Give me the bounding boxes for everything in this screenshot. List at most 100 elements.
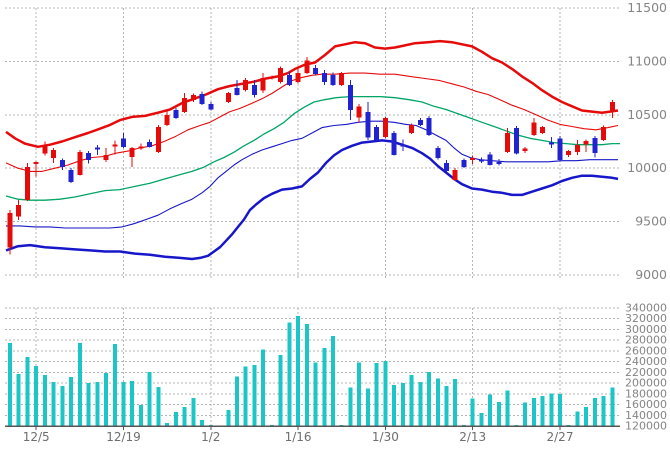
volume-axis-label: 240000 — [625, 355, 667, 368]
volume-bar — [165, 422, 170, 426]
price-axis-label: 9000 — [635, 267, 667, 282]
candle-down — [478, 159, 484, 162]
volume-bar — [584, 407, 589, 426]
volume-bar — [470, 398, 475, 426]
volume-axis-label: 320000 — [625, 312, 667, 325]
candle-down — [348, 84, 353, 110]
volume-bar — [200, 420, 205, 426]
candle-down — [548, 142, 554, 145]
candle-up — [25, 167, 30, 201]
volume-bar — [601, 396, 606, 426]
volume-axis-label: 220000 — [625, 366, 667, 379]
candle-up — [182, 98, 188, 113]
candle-down — [487, 154, 493, 165]
candle-up — [278, 67, 284, 83]
candle-down — [417, 120, 423, 125]
axes-labels: 11500 11000 10500 10000 9500 9000 340000320000… — [5, 0, 667, 444]
volume-bar — [25, 356, 30, 426]
candle-up — [339, 73, 345, 85]
candle-down — [173, 110, 179, 118]
gridlines — [5, 7, 620, 426]
candle-up — [16, 205, 22, 217]
band-middle-sma — [5, 95, 620, 201]
volume-bar — [235, 376, 239, 426]
volume-bar — [531, 398, 536, 426]
date-label: 12/19 — [106, 430, 141, 444]
candle-up — [103, 154, 109, 161]
volume-bar — [252, 364, 257, 426]
price-axis-label: 10500 — [627, 107, 667, 122]
volume-bar — [261, 349, 266, 426]
volume-axis-label: 120000 — [625, 420, 667, 433]
price-axis-label: 11000 — [627, 53, 667, 68]
candle-down — [444, 162, 449, 171]
candle-down — [496, 161, 502, 164]
volume-bar — [392, 385, 397, 426]
candle-down — [330, 74, 336, 85]
volume-bar — [304, 324, 309, 426]
band-lower-1sigma — [6, 120, 618, 229]
volume-bar — [173, 412, 178, 426]
volume-bar — [278, 355, 283, 426]
volume-bar — [121, 382, 126, 426]
volume-bar — [69, 377, 74, 426]
volume-bar — [575, 411, 580, 426]
candle-up — [164, 114, 170, 125]
candle-down — [435, 147, 441, 158]
volume-bar — [558, 393, 562, 426]
volume-bar — [147, 371, 152, 426]
candle-up — [33, 161, 39, 164]
volume-axis-label: 140000 — [625, 409, 667, 422]
candle-down — [461, 160, 467, 168]
candle-down — [94, 147, 100, 150]
candle-up — [269, 76, 275, 79]
volume-bar — [287, 322, 292, 426]
volume-bar — [435, 378, 440, 426]
candle-up — [601, 127, 607, 140]
volume-bar — [296, 316, 301, 426]
date-label: 2/13 — [459, 430, 486, 444]
candle-down — [208, 104, 214, 110]
candle-up — [304, 60, 310, 74]
volume-bar — [540, 396, 545, 426]
volume-axis-label: 280000 — [625, 334, 667, 347]
volume-bar — [191, 398, 196, 426]
candle-up — [452, 169, 458, 180]
volume-bar — [374, 363, 379, 426]
candle-down — [513, 128, 519, 154]
volume-bar — [523, 402, 528, 426]
candle-up — [356, 106, 362, 118]
price-axis-label: 9500 — [635, 214, 667, 229]
candle-down — [321, 73, 327, 83]
volume-bar — [42, 375, 47, 426]
volume-bar — [610, 387, 615, 426]
price-axis-label: 10000 — [627, 160, 667, 175]
candle-down — [121, 138, 126, 147]
candle-down — [234, 88, 240, 95]
candle-up — [540, 127, 545, 133]
volume-bar — [226, 409, 231, 426]
candle-up — [51, 150, 57, 158]
volume-bar — [549, 393, 554, 426]
date-label: 1/16 — [285, 430, 312, 444]
volume-bar — [383, 361, 388, 426]
candle-up — [129, 147, 135, 157]
candle-up — [575, 145, 580, 153]
candle-up — [470, 158, 476, 161]
volume-bar — [95, 382, 100, 426]
candle-up — [190, 95, 196, 100]
candle-down — [313, 67, 319, 75]
candle-up — [609, 102, 615, 113]
candle-down — [592, 137, 598, 153]
volume-bar — [16, 374, 21, 426]
candle-down — [86, 153, 92, 161]
volume-bar — [182, 407, 187, 426]
price-axis-label: 11500 — [627, 0, 667, 15]
candle-down — [374, 127, 380, 140]
volume-bar — [496, 401, 501, 426]
candle-down — [391, 133, 397, 155]
volume-bar — [453, 378, 458, 426]
bollinger-bands — [5, 39, 620, 261]
volume-bar — [505, 390, 510, 426]
